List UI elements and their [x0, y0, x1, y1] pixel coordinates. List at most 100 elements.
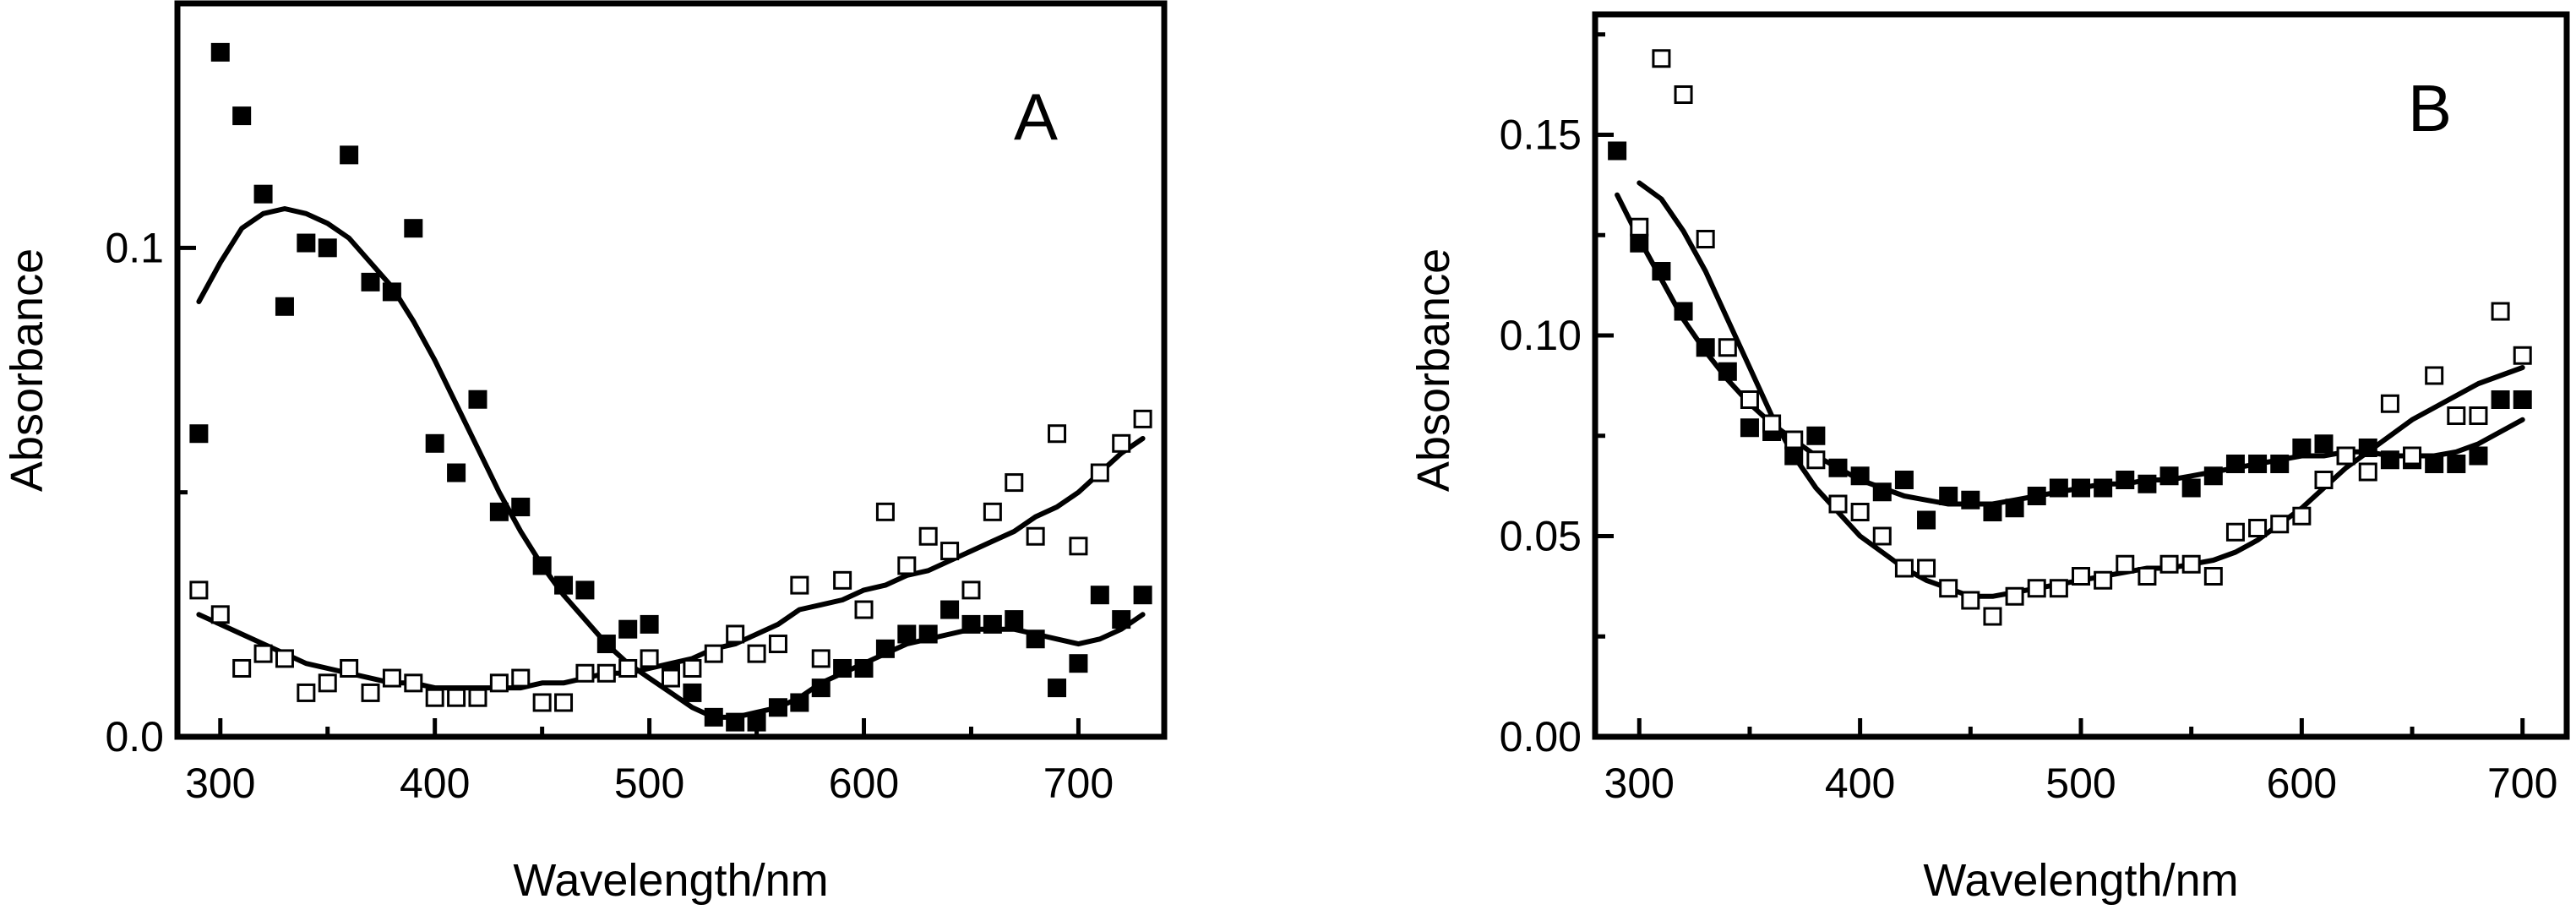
filled-square-point [2248, 455, 2268, 473]
filled-square-point [833, 658, 852, 678]
open-square-point [983, 502, 1002, 521]
filled-square-point [2072, 478, 2090, 498]
filled-square-point [1048, 678, 1067, 698]
filled-square-point [2027, 487, 2046, 505]
filled-square-point [2159, 466, 2179, 486]
open-square-point [1740, 390, 1759, 409]
x-tick-label: 700 [2487, 760, 2557, 807]
open-square-point [1069, 537, 1088, 556]
open-square-point [1806, 450, 1826, 470]
open-square-point [833, 570, 852, 590]
open-square-point [875, 502, 895, 521]
x-tick-label: 500 [614, 760, 684, 807]
open-square-point [1850, 503, 1870, 521]
panel-b-data-points [1608, 49, 2532, 626]
filled-square-point [2380, 450, 2399, 470]
filled-square-point [2049, 478, 2068, 498]
y-tick-label: 0.00 [1500, 713, 1582, 760]
open-square-point [2049, 579, 2068, 598]
filled-square-point [210, 42, 230, 62]
panel-a-y-axis-label: Absorbance [2, 248, 52, 492]
filled-square-point [2491, 390, 2510, 409]
filled-square-point [232, 106, 252, 126]
filled-square-point [2138, 474, 2157, 493]
filled-square-point [2203, 466, 2223, 486]
open-square-point [2358, 462, 2377, 482]
filled-fit-curve [196, 206, 1146, 720]
y-tick-label: 0.15 [1500, 112, 1582, 159]
open-square-point [1718, 338, 1737, 357]
x-tick-label: 300 [185, 760, 255, 807]
open-square-point [2181, 554, 2201, 574]
filled-square-point [575, 580, 595, 600]
filled-square-point [2292, 439, 2312, 457]
filled-square-point [640, 614, 659, 634]
open-square-point [468, 688, 487, 707]
filled-square-point [297, 233, 316, 253]
open-square-point [662, 668, 680, 688]
filled-square-point [854, 658, 874, 678]
filled-square-point [875, 639, 895, 658]
y-tick-label: 0.1 [105, 224, 164, 271]
open-square-point [640, 649, 659, 668]
filled-square-point [1630, 233, 1649, 253]
open-square-point [1674, 85, 1693, 104]
filled-square-point [726, 712, 745, 732]
open-square-point [2027, 579, 2046, 598]
open-square-point [2005, 586, 2024, 606]
filled-square-point [1894, 471, 1914, 489]
open-square-point [2491, 302, 2510, 321]
filled-square-point [1983, 503, 2002, 521]
open-square-point [918, 526, 938, 546]
open-square-point [940, 542, 960, 561]
open-square-point [1894, 559, 1914, 578]
open-square-point [2225, 522, 2245, 542]
x-tick-label: 400 [1825, 760, 1895, 807]
filled-square-point [1784, 446, 1804, 466]
filled-square-point [275, 297, 294, 316]
open-square-point [897, 556, 917, 575]
filled-square-point [2513, 390, 2532, 409]
open-square-point [704, 644, 723, 663]
filled-square-point [683, 683, 702, 702]
filled-square-point [918, 624, 938, 644]
filled-square-point [340, 145, 359, 165]
filled-square-point [2005, 499, 2024, 518]
y-tick-label: 0.05 [1500, 513, 1582, 560]
open-square-point [2203, 567, 2223, 586]
open-square-point [232, 658, 252, 678]
panel-a-label: A [1014, 79, 1058, 154]
open-square-point [2469, 406, 2488, 425]
open-square-point [726, 624, 745, 644]
filled-square-point [1652, 262, 1671, 281]
open-square-point [1917, 559, 1936, 578]
open-square-point [404, 673, 423, 693]
filled-square-point [1674, 302, 1693, 321]
filled-square-point [382, 282, 401, 302]
open-square-point [2425, 366, 2444, 385]
x-tick-label: 300 [1604, 760, 1675, 807]
open-square-point [489, 673, 509, 693]
open-square-point [340, 658, 359, 678]
x-tick-label: 500 [2045, 760, 2116, 807]
filled-square-point [1872, 482, 1892, 502]
panel-a-ticks: 300 400 500 600 700 0.0 0.1 [105, 1, 1114, 807]
open-square-point [1090, 463, 1109, 482]
open-square-point [2072, 567, 2090, 586]
open-square-point [2292, 506, 2312, 526]
open-square-point [596, 663, 616, 683]
panel-b-y-axis-label: Absorbance [1408, 248, 1459, 492]
open-square-point [2336, 446, 2355, 466]
filled-square-point [1961, 490, 1980, 509]
open-square-point [854, 600, 874, 619]
filled-square-point [790, 693, 809, 712]
filled-square-point [1917, 510, 1936, 530]
filled-square-point [404, 219, 423, 238]
open-fit-curve [1637, 180, 2525, 599]
open-square-point [1026, 526, 1045, 546]
filled-square-point [1828, 458, 1848, 477]
filled-square-point [961, 614, 981, 634]
open-square-point [2380, 394, 2399, 413]
filled-square-point [2270, 455, 2290, 473]
open-square-point [1939, 579, 1958, 598]
